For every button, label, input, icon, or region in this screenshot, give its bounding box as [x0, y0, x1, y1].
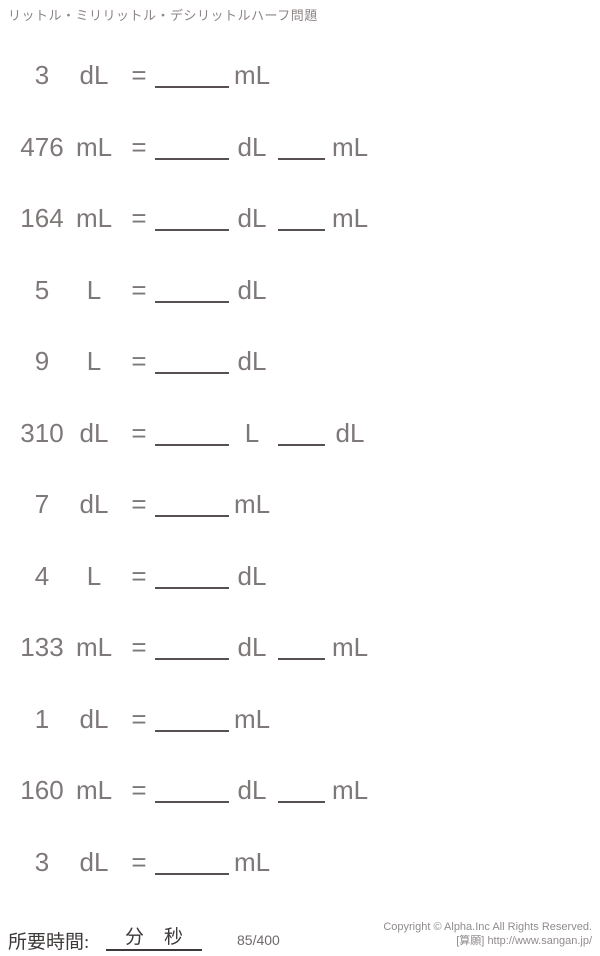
- equals-sign: =: [131, 131, 147, 162]
- equals-sign: =: [131, 274, 147, 305]
- answer-unit: mL: [233, 846, 271, 877]
- problems: 3 dL = mL 476 mL = dL mL 164 mL = dL mL 5 L = dL 9 L = dL 310 d…: [0, 60, 600, 879]
- problem-value: 3: [34, 60, 50, 90]
- problem-unit: dL: [79, 417, 109, 448]
- answer-blank: [155, 346, 229, 374]
- problem-row: 476 mL = dL mL: [0, 132, 600, 164]
- problem-value: 4: [34, 560, 50, 591]
- answer-blank-2: [278, 203, 325, 231]
- problem-row: 4 L = dL: [0, 561, 600, 593]
- copyright-line: Copyright © Alpha.Inc All Rights Reserve…: [383, 921, 592, 933]
- answer-unit: L: [244, 417, 260, 448]
- credit-label: [算願]: [456, 935, 485, 947]
- answer-unit-2: mL: [331, 632, 369, 662]
- answer-blank: [155, 275, 229, 303]
- problem-value: 1: [34, 703, 50, 734]
- problem-value: 3: [34, 846, 50, 877]
- answer-unit: mL: [233, 489, 271, 519]
- equals-sign: =: [131, 203, 147, 233]
- problem-value: 5: [34, 274, 50, 305]
- problem-row: 160 mL = dL mL: [0, 775, 600, 807]
- copyright-block: Copyright © Alpha.Inc All Rights Reserve…: [383, 920, 592, 948]
- equals-sign: =: [131, 560, 147, 591]
- answer-unit-2: mL: [331, 203, 369, 233]
- equals-sign: =: [131, 632, 147, 662]
- answer-blank-2: [278, 632, 325, 660]
- problem-row: 9 L = dL: [0, 346, 600, 378]
- seconds-label: 秒: [164, 927, 184, 948]
- minutes-label: 分: [124, 927, 144, 948]
- problem-value: 160: [20, 775, 64, 805]
- problem-row: 3 dL = mL: [0, 847, 600, 879]
- page-title: リットル・ミリリットル・デシリットルハーフ問題: [8, 8, 318, 23]
- answer-unit: dL: [237, 274, 267, 305]
- problem-row: 3 dL = mL: [0, 60, 600, 92]
- problem-value: 133: [20, 632, 64, 662]
- problem-value: 9: [34, 346, 50, 376]
- answer-unit-2: dL: [335, 417, 365, 448]
- equals-sign: =: [131, 346, 147, 376]
- answer-unit: dL: [237, 203, 267, 233]
- time-required-label: 所要時間:: [8, 932, 90, 953]
- problem-value: 310: [20, 417, 64, 448]
- answer-blank-2: [278, 775, 325, 803]
- problem-row: 133 mL = dL mL: [0, 632, 600, 664]
- problem-unit: mL: [75, 131, 113, 162]
- answer-unit: dL: [237, 560, 267, 591]
- answer-unit-2: mL: [331, 775, 369, 805]
- equals-sign: =: [131, 846, 147, 877]
- answer-blank: [155, 489, 229, 517]
- answer-blank: [155, 775, 229, 803]
- problem-value: 7: [34, 489, 50, 519]
- equals-sign: =: [131, 703, 147, 734]
- problem-unit: dL: [79, 489, 109, 519]
- answer-blank-2: [278, 132, 325, 160]
- equals-sign: =: [131, 417, 147, 448]
- problem-unit: L: [86, 560, 102, 591]
- answer-blank-2: [278, 418, 325, 446]
- answer-blank: [155, 418, 229, 446]
- answer-unit: dL: [237, 131, 267, 162]
- answer-blank: [155, 203, 229, 231]
- problem-unit: L: [86, 346, 102, 376]
- problem-unit: L: [86, 274, 102, 305]
- problem-value: 476: [20, 131, 64, 162]
- answer-unit: mL: [233, 60, 271, 90]
- answer-blank: [155, 632, 229, 660]
- credit-line: [算願] http://www.sangan.jp/: [383, 934, 592, 948]
- problem-row: 7 dL = mL: [0, 489, 600, 521]
- answer-unit: mL: [233, 703, 271, 734]
- answer-unit-2: mL: [331, 131, 369, 162]
- answer-blank: [155, 132, 229, 160]
- equals-sign: =: [131, 60, 147, 90]
- equals-sign: =: [131, 775, 147, 805]
- answer-blank: [155, 847, 229, 875]
- problem-row: 1 dL = mL: [0, 704, 600, 736]
- problem-unit: mL: [75, 632, 113, 662]
- time-answer-blank: 分 秒: [106, 925, 202, 951]
- problem-row: 164 mL = dL mL: [0, 203, 600, 235]
- problem-unit: dL: [79, 703, 109, 734]
- problem-unit: mL: [75, 203, 113, 233]
- problem-unit: dL: [79, 846, 109, 877]
- problem-value: 164: [20, 203, 64, 233]
- website-link[interactable]: http://www.sangan.jp/: [487, 935, 592, 947]
- answer-blank: [155, 60, 229, 88]
- answer-blank: [155, 561, 229, 589]
- answer-unit: dL: [237, 632, 267, 662]
- answer-blank: [155, 704, 229, 732]
- problem-row: 5 L = dL: [0, 275, 600, 307]
- page-number: 85/400: [237, 932, 280, 948]
- equals-sign: =: [131, 489, 147, 519]
- answer-unit: dL: [237, 775, 267, 805]
- answer-unit: dL: [237, 346, 267, 376]
- problem-unit: dL: [79, 60, 109, 90]
- problem-unit: mL: [75, 775, 113, 805]
